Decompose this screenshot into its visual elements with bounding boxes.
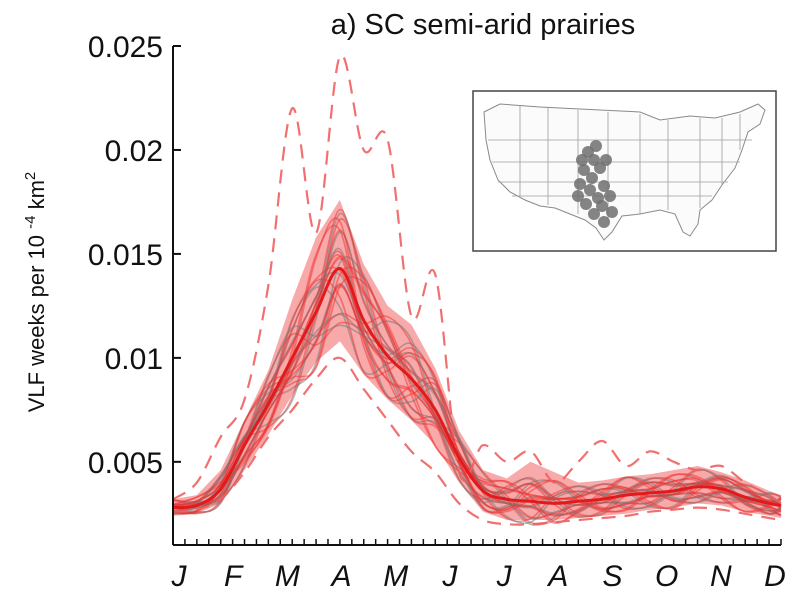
inset-state-borders [488, 106, 752, 220]
x-tick-label: A [330, 560, 352, 593]
y-tick-label: 0.02 [105, 135, 163, 168]
y-axis-label-part: -4 [22, 216, 39, 229]
inset-region-cell [600, 154, 612, 166]
x-tick-label: J [441, 560, 458, 593]
inset-region-cell [604, 190, 616, 202]
inset-region-cell [590, 140, 602, 152]
observed-line [172, 313, 782, 515]
inset-region-cell [576, 154, 588, 166]
x-tick-label: A [546, 560, 568, 593]
dashed-upper-line [172, 53, 782, 505]
inset-us-outline [483, 103, 766, 241]
y-axis-label-part: VLF weeks per 10 [24, 229, 49, 412]
chart-title: a) SC semi-arid prairies [331, 9, 636, 41]
inset-region-cell [598, 180, 610, 192]
y-tick-label: 0.015 [88, 239, 163, 272]
inset-region-cell [578, 164, 590, 176]
y-tick-label: 0.01 [105, 343, 163, 376]
ensemble-line [172, 218, 782, 518]
inset-region-cell [588, 208, 600, 220]
ensemble-line [172, 257, 782, 513]
mean-line [172, 267, 782, 510]
x-tick-label: S [602, 560, 622, 593]
x-tick-label: F [224, 560, 244, 593]
inset-region-highlight [572, 140, 618, 228]
y-axis-label-part: 2 [22, 172, 39, 180]
inset-region-cell [572, 190, 584, 202]
inset-region-cell [574, 178, 586, 190]
inset-map [472, 90, 777, 252]
y-tick-label: 0.005 [88, 447, 163, 480]
x-tick-label: M [383, 560, 408, 593]
inset-region-cell [580, 198, 592, 210]
dashed-lower-line [172, 356, 782, 526]
inset-region-cell [596, 200, 608, 212]
inset-region-cell [598, 216, 610, 228]
x-tick-label: J [171, 560, 188, 593]
inset-region-cell [586, 172, 598, 184]
x-tick-label: M [275, 560, 300, 593]
y-tick-label: 0.025 [88, 31, 163, 64]
x-tick-label: J [496, 560, 513, 593]
x-tick-label: O [655, 560, 678, 593]
y-axis-label: VLF weeks per 10 -4 km2 [22, 172, 49, 413]
observed-line [172, 231, 782, 513]
x-tick-label: D [764, 560, 786, 593]
y-axis-label-part: km [24, 180, 49, 215]
inset-region-cell [584, 184, 596, 196]
x-tick-label: N [710, 560, 732, 593]
inset-region-cell [606, 206, 618, 218]
ensemble-line [172, 285, 782, 515]
